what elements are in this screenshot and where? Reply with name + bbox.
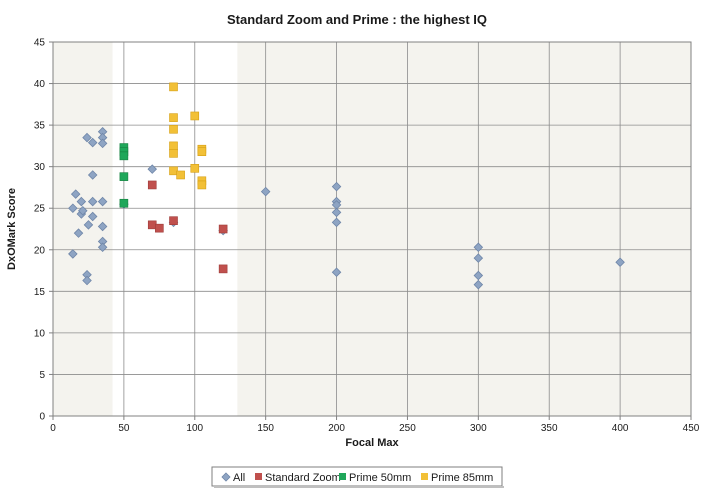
legend: All Standard Zoom Prime 50mm Prime 85mm — [211, 466, 504, 488]
x-axis-ticks: 0 50 100 150 200 250 300 350 400 450 — [50, 416, 700, 434]
gridlines — [53, 42, 691, 416]
shaded-regions — [53, 42, 692, 416]
y-tick-label: 45 — [34, 38, 46, 49]
y-tick-label: 5 — [39, 370, 45, 381]
point-all — [87, 137, 98, 148]
point-all — [147, 164, 158, 174]
point-prime-85mm — [169, 113, 178, 122]
legend-box-shadow — [214, 486, 504, 488]
legend-item-prime-85mm: Prime 85mm — [421, 472, 493, 484]
x-tick-label: 250 — [399, 423, 416, 434]
point-standard-zoom — [218, 264, 228, 274]
point-all — [87, 211, 98, 222]
point-standard-zoom — [147, 180, 157, 190]
point-all — [331, 217, 342, 228]
point-all — [331, 181, 342, 192]
point-all — [97, 242, 108, 253]
point-all — [82, 275, 92, 286]
legend-label-prime-85mm: Prime 85mm — [431, 472, 493, 484]
point-all — [615, 257, 625, 268]
point-prime-50mm — [119, 151, 129, 161]
legend-item-all: All — [221, 472, 245, 484]
point-prime-85mm — [169, 124, 178, 134]
plot-area-border — [52, 41, 692, 417]
point-standard-zoom — [155, 223, 164, 233]
y-tick-label: 15 — [34, 287, 46, 298]
point-all — [70, 189, 81, 199]
point-all — [473, 242, 484, 253]
point-prime-85mm — [190, 111, 200, 121]
x-tick-label: 350 — [541, 423, 558, 434]
x-tick-label: 200 — [328, 423, 345, 434]
point-all — [83, 220, 94, 230]
point-all — [82, 132, 92, 143]
point-all — [260, 186, 271, 197]
point-prime-50mm — [119, 172, 129, 181]
point-prime-85mm — [197, 180, 207, 190]
legend-marker-prime-50mm — [339, 473, 346, 480]
x-tick-label: 400 — [612, 423, 629, 434]
point-all — [68, 249, 78, 259]
legend-label-all: All — [233, 472, 245, 484]
point-all — [331, 207, 342, 218]
legend-marker-prime-85mm — [421, 473, 428, 480]
point-all — [473, 253, 484, 263]
point-prime-85mm — [169, 141, 178, 151]
legend-item-standard-zoom: Standard Zoom — [255, 472, 341, 484]
point-all — [97, 138, 108, 149]
point-all — [73, 228, 84, 238]
y-axis-label: DxOMark Score — [6, 188, 18, 270]
point-all — [331, 267, 342, 277]
point-all — [97, 196, 108, 207]
data-points — [68, 82, 625, 290]
legend-label-standard-zoom: Standard Zoom — [265, 472, 341, 484]
x-axis-label: Focal Max — [345, 437, 399, 449]
y-tick-label: 0 — [39, 412, 45, 423]
y-tick-label: 30 — [34, 162, 46, 173]
point-prime-85mm — [176, 170, 185, 180]
point-all — [473, 270, 484, 281]
point-all — [87, 196, 98, 207]
y-tick-label: 35 — [34, 121, 46, 132]
point-all — [76, 196, 87, 207]
point-prime-85mm — [190, 164, 200, 173]
shaded-region — [237, 42, 692, 416]
legend-marker-all — [221, 472, 231, 482]
point-all — [68, 203, 78, 213]
point-all — [473, 279, 484, 290]
y-tick-label: 10 — [34, 328, 46, 339]
x-tick-label: 300 — [470, 423, 487, 434]
legend-label-prime-50mm: Prime 50mm — [349, 472, 411, 484]
point-all — [78, 205, 88, 216]
point-prime-50mm — [119, 198, 129, 208]
point-standard-zoom — [218, 224, 228, 234]
x-tick-label: 50 — [118, 423, 130, 434]
x-tick-label: 150 — [257, 423, 274, 434]
point-prime-85mm — [197, 147, 207, 157]
y-tick-label: 25 — [34, 204, 46, 215]
point-prime-85mm — [169, 149, 178, 158]
point-prime-85mm — [169, 82, 178, 92]
x-tick-label: 0 — [50, 423, 56, 434]
x-tick-label: 450 — [683, 423, 700, 434]
y-tick-label: 20 — [34, 245, 46, 256]
y-tick-label: 40 — [34, 79, 46, 90]
point-all — [97, 221, 108, 232]
y-axis-ticks: 0 5 10 15 20 25 30 35 40 45 — [34, 38, 53, 423]
point-all — [87, 170, 98, 180]
legend-marker-standard-zoom — [255, 473, 262, 480]
chart-title: Standard Zoom and Prime : the highest IQ — [227, 12, 487, 27]
legend-item-prime-50mm: Prime 50mm — [339, 472, 411, 484]
x-tick-label: 100 — [186, 423, 203, 434]
point-standard-zoom — [169, 216, 178, 225]
